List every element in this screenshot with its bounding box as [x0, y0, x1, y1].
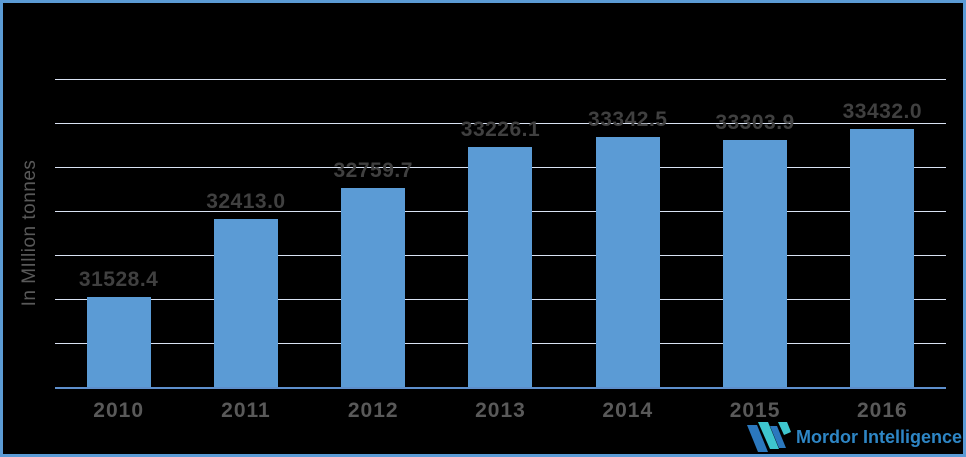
watermark-brand-text: Mordor Intelligence: [795, 426, 962, 447]
bar-data-label: 32759.7: [333, 159, 413, 183]
gridline: [55, 123, 946, 124]
bar: [468, 147, 533, 387]
x-axis-labels: 2010 2011 2012 2013 2014 2015 2016: [55, 399, 946, 423]
x-axis-tick-label: 2015: [729, 399, 781, 422]
x-axis-tick-label: 2012: [347, 399, 399, 422]
bar: [850, 128, 915, 387]
bar-data-label: 32413.0: [206, 189, 286, 213]
bar-slot: 32759.7: [310, 79, 437, 387]
bar-slot: 33303.9: [691, 79, 818, 387]
bar-data-label: 33303.9: [715, 111, 795, 135]
bar: [723, 140, 788, 387]
bar-slot: 31528.4: [55, 79, 182, 387]
bar: [595, 136, 660, 387]
watermark: Mordor Intelligence: [746, 422, 962, 452]
bars-row: 31528.4 32413.0 32759.7 33226.1 33342.5 33303…: [55, 79, 946, 387]
bar-slot: 33226.1: [437, 79, 564, 387]
bar: [86, 296, 151, 387]
mordor-logo-icon: [746, 422, 791, 452]
bar-slot: 33432.0: [819, 79, 946, 387]
bar: [213, 218, 278, 387]
x-axis-tick-label: 2014: [602, 399, 654, 422]
bar-data-label: 33432.0: [842, 99, 923, 123]
bar: [341, 188, 406, 387]
gridline: [55, 79, 946, 80]
plot-area: 31528.4 32413.0 32759.7 33226.1 33342.5 33303…: [55, 79, 946, 389]
bar-data-label: 33342.5: [588, 107, 668, 131]
bar-data-label: 33226.1: [460, 118, 541, 142]
bar-slot: 33342.5: [564, 79, 691, 387]
x-axis-tick-label: 2011: [221, 399, 271, 422]
bar-data-label: 31528.4: [78, 267, 159, 291]
chart-title-area: [3, 3, 963, 76]
x-axis-tick-label: 2016: [856, 399, 908, 422]
x-axis-tick-label: 2010: [93, 399, 144, 422]
x-axis-tick-label: 2013: [475, 399, 526, 422]
bar-slot: 32413.0: [182, 79, 309, 387]
y-axis-title: In MIllion tonnes: [19, 159, 40, 307]
